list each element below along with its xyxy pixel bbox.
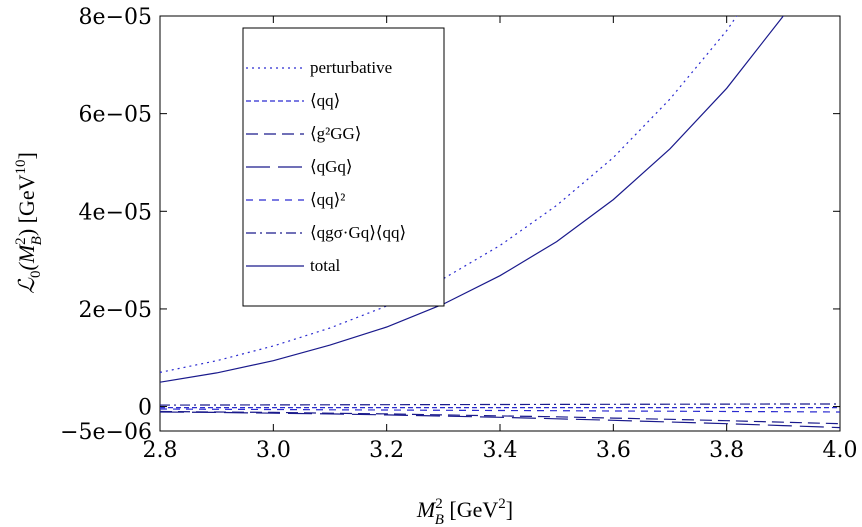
series-line-3 bbox=[160, 411, 840, 429]
x-axis-title: M2 B [GeV2] bbox=[416, 496, 513, 527]
series-line-2 bbox=[160, 410, 840, 425]
y-tick-label: 6e−05 bbox=[79, 103, 152, 128]
x-tick-label: 3.6 bbox=[596, 438, 631, 463]
y-tick-label: 8e−05 bbox=[79, 5, 152, 30]
y-tick-label: −5e−06 bbox=[60, 420, 152, 445]
x-tick-label: 3.8 bbox=[709, 438, 744, 463]
legend-label: ⟨qgσ·Gq⟩⟨qq⟩ bbox=[310, 223, 406, 242]
ticks: 2.8 3.0 3.2 3.4 3.6 3.8 4.0 −5e−060 2e−05 4e−05 6e… bbox=[60, 5, 857, 463]
series-group bbox=[160, 16, 840, 429]
x-tick-label: 2.8 bbox=[143, 438, 178, 463]
y-tick-label: 2e−05 bbox=[79, 298, 152, 323]
x-tick-label: 3.0 bbox=[256, 438, 291, 463]
y-axis-title: ℒ0(M2B) [GeV10] bbox=[13, 152, 45, 294]
legend-box bbox=[242, 27, 445, 307]
series-line-6 bbox=[160, 16, 785, 383]
legend-label: ⟨qq⟩² bbox=[310, 190, 345, 209]
series-line-5 bbox=[160, 403, 840, 406]
legend-label: ⟨qq⟩ bbox=[310, 91, 340, 110]
legend-label: total bbox=[310, 256, 340, 275]
legend-label: perturbative bbox=[310, 58, 392, 77]
legend: perturbative ⟨qq⟩ ⟨g²GG⟩ ⟨qGq⟩ ⟨qq⟩² ⟨qgσ·Gq⟩… bbox=[242, 27, 445, 307]
x-tick-label: 3.2 bbox=[369, 438, 404, 463]
x-tick-label: 3.4 bbox=[483, 438, 518, 463]
x-tick-label: 4.0 bbox=[823, 438, 858, 463]
series-line-0 bbox=[160, 16, 738, 373]
y-tick-label: 0 bbox=[138, 396, 152, 421]
y-tick-label: 4e−05 bbox=[79, 200, 152, 225]
legend-label: ⟨g²GG⟩ bbox=[310, 124, 361, 143]
legend-label: ⟨qGq⟩ bbox=[310, 157, 353, 176]
series-line-4 bbox=[160, 408, 840, 413]
